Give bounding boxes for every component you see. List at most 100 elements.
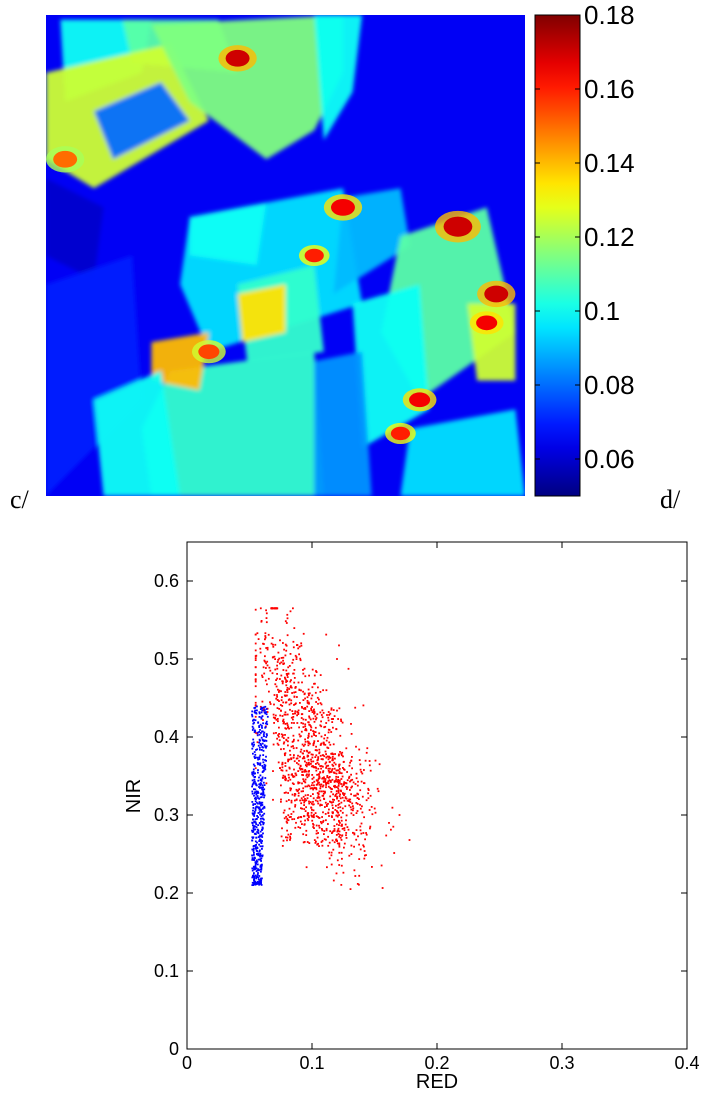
scatter-point-blue xyxy=(254,719,257,722)
scatter-point-red xyxy=(335,872,338,875)
scatter-point-red xyxy=(304,718,307,721)
scatter-point-red xyxy=(287,779,290,782)
scatter-point-red xyxy=(302,795,305,798)
scatter-point-red xyxy=(338,864,341,866)
scatter-point-red xyxy=(319,754,322,757)
scatter-point-red xyxy=(326,746,329,749)
scatter-point-blue xyxy=(258,776,260,779)
heatmap-field-8 xyxy=(189,202,267,266)
scatter-point-red xyxy=(267,677,270,680)
scatter-point-blue xyxy=(259,813,261,816)
scatter-point-blue xyxy=(252,774,255,777)
scatter-point-blue xyxy=(259,739,261,742)
scatter-point-red xyxy=(293,677,296,679)
scatter-point-red xyxy=(284,754,286,757)
colorbar-tick-label-6: 0.18 xyxy=(584,0,635,30)
scatter-point-red xyxy=(274,658,276,660)
scatter-point-red xyxy=(325,819,327,822)
heatmap-field-5 xyxy=(314,15,363,141)
scatter-point-blue xyxy=(262,790,265,793)
scatter-point-red xyxy=(334,795,337,797)
scatter-point-red xyxy=(292,734,295,737)
scatter-point-red xyxy=(340,772,343,775)
scatter-point-blue xyxy=(261,715,264,717)
scatter-point-red xyxy=(363,850,366,852)
scatter-point-red xyxy=(322,754,325,757)
scatter-point-red xyxy=(349,761,351,764)
scatter-point-red xyxy=(300,689,302,692)
scatter-point-red xyxy=(320,725,323,728)
scatter-point-blue xyxy=(252,882,255,884)
scatter-point-red xyxy=(306,705,309,708)
scatter-point-red xyxy=(280,733,283,736)
scatter-point-red xyxy=(317,702,319,705)
scatter-point-red xyxy=(311,819,314,822)
scatter-point-red xyxy=(316,783,319,786)
scatter-point-red xyxy=(324,813,327,815)
scatter-point-blue xyxy=(260,811,263,813)
scatter-point-red xyxy=(311,753,314,756)
scatter-point-blue xyxy=(266,723,269,726)
scatter-point-red xyxy=(311,694,314,697)
scatter-point-red xyxy=(272,770,274,772)
scatter-point-red xyxy=(352,807,355,810)
scatter-point-red xyxy=(324,801,327,804)
scatter-point-red xyxy=(301,752,304,755)
scatter-point-red xyxy=(325,786,327,789)
scatter-point-blue xyxy=(257,771,259,774)
scatter-point-red xyxy=(285,679,288,682)
scatter-point-red xyxy=(301,681,303,684)
scatter-point-blue xyxy=(252,752,254,755)
scatter-point-red xyxy=(314,691,317,694)
scatter-point-red xyxy=(343,842,346,845)
heatmap-panel xyxy=(46,15,525,496)
scatter-point-blue xyxy=(251,747,254,750)
scatter-point-red xyxy=(350,723,352,725)
scatter-point-red xyxy=(363,782,365,784)
scatter-point-red xyxy=(328,815,330,817)
scatter-point-red xyxy=(338,814,340,816)
heatmap-hotspots xyxy=(46,45,516,445)
scatter-point-red xyxy=(310,709,313,712)
scatter-point-blue xyxy=(265,713,268,716)
scatter-point-red xyxy=(309,787,312,790)
scatter-point-red xyxy=(324,779,327,782)
scatter-point-blue xyxy=(257,882,260,885)
scatter-point-blue xyxy=(251,790,254,793)
scatter-point-red xyxy=(296,790,299,792)
scatter-point-blue xyxy=(260,796,263,798)
scatter-point-red xyxy=(305,806,307,809)
scatter-point-red xyxy=(292,810,295,813)
scatter-point-red xyxy=(297,713,300,715)
scatter-point-red xyxy=(312,765,315,768)
scatter-point-blue xyxy=(251,713,253,716)
scatter-point-red xyxy=(354,875,357,877)
scatter-point-red xyxy=(288,703,291,706)
scatter-point-red xyxy=(381,887,384,889)
scatter-point-red xyxy=(338,851,341,854)
scatter-point-blue xyxy=(260,864,263,867)
scatter-point-red xyxy=(315,754,318,757)
scatter-point-red xyxy=(254,715,257,718)
colorbar-tick-label-5: 0.16 xyxy=(584,74,635,104)
scatter-point-blue xyxy=(265,755,267,758)
scatter-point-blue xyxy=(261,776,264,779)
scatter-point-blue xyxy=(260,749,263,751)
scatter-point-red xyxy=(374,759,377,762)
scatter-point-red xyxy=(327,802,329,805)
scatter-point-blue xyxy=(262,781,265,784)
scatter-point-blue xyxy=(259,864,262,867)
scatter-point-red xyxy=(330,851,333,854)
scatter-point-red xyxy=(303,801,306,804)
scatter-point-red xyxy=(325,803,328,806)
scatter-point-blue xyxy=(254,875,256,878)
scatter-point-blue xyxy=(262,749,265,752)
scatter-point-red xyxy=(352,809,354,812)
scatter-point-red xyxy=(336,814,338,817)
scatter-point-red xyxy=(304,781,307,784)
scatter-point-red xyxy=(287,736,290,739)
scatter-point-red xyxy=(315,787,318,789)
scatter-point-red xyxy=(315,829,318,832)
scatter-point-red xyxy=(264,655,266,658)
scatter-point-red xyxy=(408,839,411,841)
